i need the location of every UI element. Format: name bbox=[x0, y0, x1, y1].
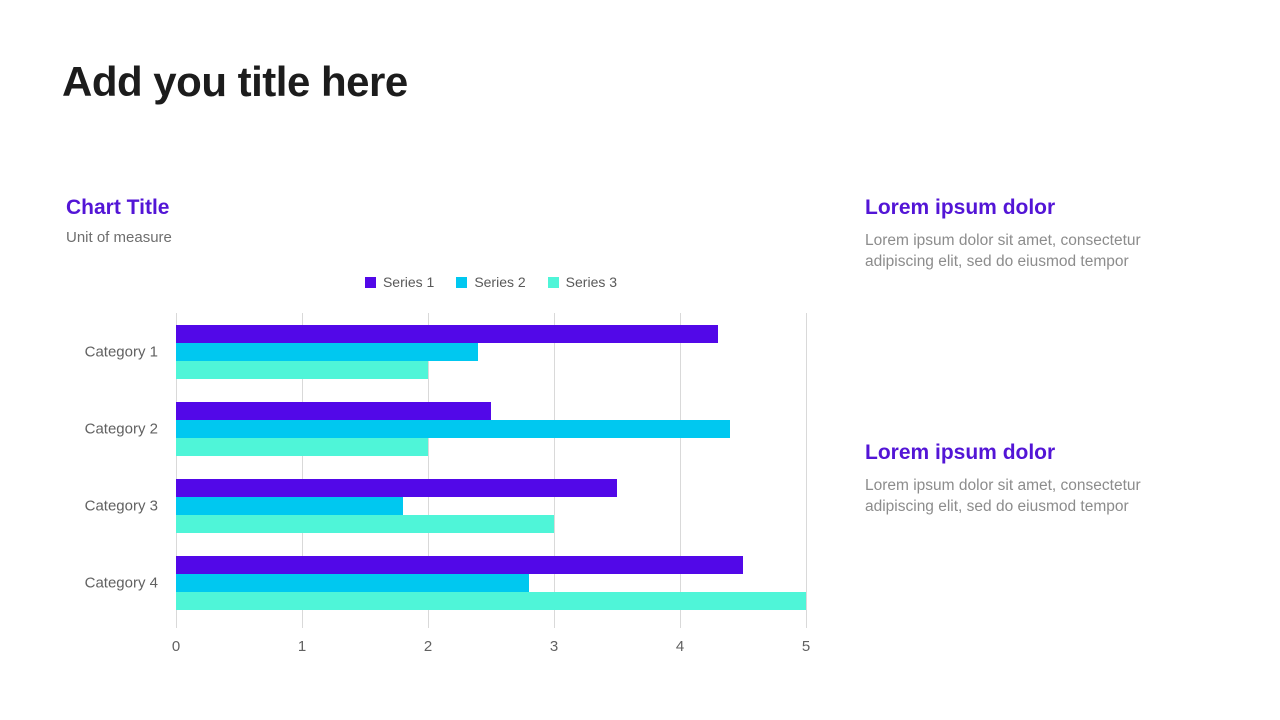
gridline bbox=[554, 313, 555, 628]
bar-series2-cat1 bbox=[176, 343, 479, 361]
category-axis-labels: Category 1 Category 2 Category 3 Category 4 bbox=[40, 313, 158, 628]
category-label-3: Category 3 bbox=[84, 497, 158, 515]
legend-swatch-icon bbox=[364, 276, 376, 288]
bar-series3-cat1 bbox=[176, 361, 428, 379]
text-block-1-body: Lorem ipsum dolor sit amet, consectetur … bbox=[865, 232, 1141, 270]
x-tick-label: 2 bbox=[423, 638, 433, 655]
x-axis: 0 1 2 3 4 5 bbox=[172, 638, 810, 658]
gridline bbox=[806, 313, 807, 628]
legend-item-2: Series 2 bbox=[456, 274, 526, 290]
gridline bbox=[428, 313, 429, 628]
category-label-1: Category 1 bbox=[84, 343, 158, 361]
legend-item-3: Series 3 bbox=[547, 274, 618, 290]
bar-series1-cat1 bbox=[176, 325, 718, 343]
text-block-1: Lorem ipsum dolor Lorem ipsum dolor sit … bbox=[865, 196, 1195, 272]
plot-area bbox=[176, 313, 807, 628]
bar-series3-cat3 bbox=[176, 515, 554, 533]
chart-unit-of-measure: Unit of measure bbox=[66, 229, 172, 246]
legend-item-1: Series 1 bbox=[364, 274, 435, 290]
text-block-2-heading: Lorem ipsum dolor bbox=[865, 441, 1056, 464]
text-block-2-body: Lorem ipsum dolor sit amet, consectetur … bbox=[865, 477, 1141, 515]
legend-swatch-icon bbox=[547, 276, 559, 288]
text-block-2: Lorem ipsum dolor Lorem ipsum dolor sit … bbox=[865, 441, 1195, 517]
bar-group-2 bbox=[176, 402, 806, 456]
legend-label: Series 3 bbox=[565, 274, 618, 290]
bar-group-4 bbox=[176, 556, 806, 610]
category-label-2: Category 2 bbox=[84, 420, 158, 438]
bar-series2-cat2 bbox=[176, 420, 731, 438]
x-tick-label: 5 bbox=[801, 638, 811, 655]
chart-title: Chart Title bbox=[66, 196, 170, 219]
gridline bbox=[680, 313, 681, 628]
category-label-4: Category 4 bbox=[84, 574, 158, 592]
bar-group-3 bbox=[176, 479, 806, 533]
legend-swatch-icon bbox=[456, 276, 468, 288]
bar-series3-cat4 bbox=[176, 592, 806, 610]
bar-series1-cat3 bbox=[176, 479, 617, 497]
page-title: Add you title here bbox=[62, 58, 408, 105]
bar-series3-cat2 bbox=[176, 438, 428, 456]
x-tick-label: 3 bbox=[549, 638, 559, 655]
text-block-1-heading: Lorem ipsum dolor bbox=[865, 196, 1056, 219]
bar-series1-cat4 bbox=[176, 556, 743, 574]
x-tick-label: 0 bbox=[171, 638, 181, 655]
bar-series2-cat3 bbox=[176, 497, 403, 515]
gridline bbox=[176, 313, 177, 628]
x-tick-label: 1 bbox=[297, 638, 307, 655]
bar-series1-cat2 bbox=[176, 402, 491, 420]
legend-label: Series 2 bbox=[474, 274, 526, 290]
chart-legend: Series 1 Series 2 Series 3 bbox=[176, 274, 806, 290]
bar-series2-cat4 bbox=[176, 574, 529, 592]
x-tick-label: 4 bbox=[675, 638, 685, 655]
bar-group-1 bbox=[176, 325, 806, 379]
gridline bbox=[302, 313, 303, 628]
legend-label: Series 1 bbox=[382, 274, 435, 290]
